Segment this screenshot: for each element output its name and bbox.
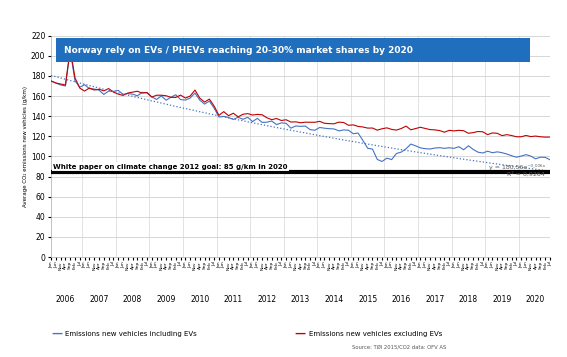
Text: 2006: 2006	[56, 295, 75, 303]
Text: 2013: 2013	[291, 295, 310, 303]
Text: Emissions new vehicles including EVs: Emissions new vehicles including EVs	[65, 331, 197, 337]
Text: 2019: 2019	[492, 295, 511, 303]
Text: 2012: 2012	[257, 295, 277, 303]
Text: —: —	[51, 329, 62, 339]
Text: White paper on climate change 2012 goal: 85 g/km in 2020: White paper on climate change 2012 goal:…	[53, 164, 288, 170]
Text: 2007: 2007	[90, 295, 109, 303]
Text: 2009: 2009	[156, 295, 176, 303]
Text: R² = 0,9264: R² = 0,9264	[507, 171, 545, 177]
Text: Emissions new vehicles excluding EVs: Emissions new vehicles excluding EVs	[309, 331, 442, 337]
Text: 2020: 2020	[526, 295, 545, 303]
Text: 2017: 2017	[425, 295, 445, 303]
Text: y = 180,56e⁻⁰·⁰⁰⁶ˣ: y = 180,56e⁻⁰·⁰⁰⁶ˣ	[489, 164, 545, 170]
Text: 2018: 2018	[459, 295, 478, 303]
FancyBboxPatch shape	[56, 38, 530, 62]
Text: 2014: 2014	[324, 295, 344, 303]
Y-axis label: Average CO₂ emissions new vehicles (g/km): Average CO₂ emissions new vehicles (g/km…	[23, 86, 28, 207]
Text: 2011: 2011	[224, 295, 243, 303]
Text: 2008: 2008	[123, 295, 142, 303]
Text: 2010: 2010	[190, 295, 209, 303]
Text: —: —	[295, 329, 306, 339]
Text: 2015: 2015	[358, 295, 377, 303]
Text: Source: TØI 2015/CO2 data: OFV AS: Source: TØI 2015/CO2 data: OFV AS	[352, 344, 446, 349]
Text: 2016: 2016	[392, 295, 411, 303]
Text: Norway rely on EVs / PHEVs reaching 20-30% market shares by 2020: Norway rely on EVs / PHEVs reaching 20-3…	[64, 46, 412, 55]
